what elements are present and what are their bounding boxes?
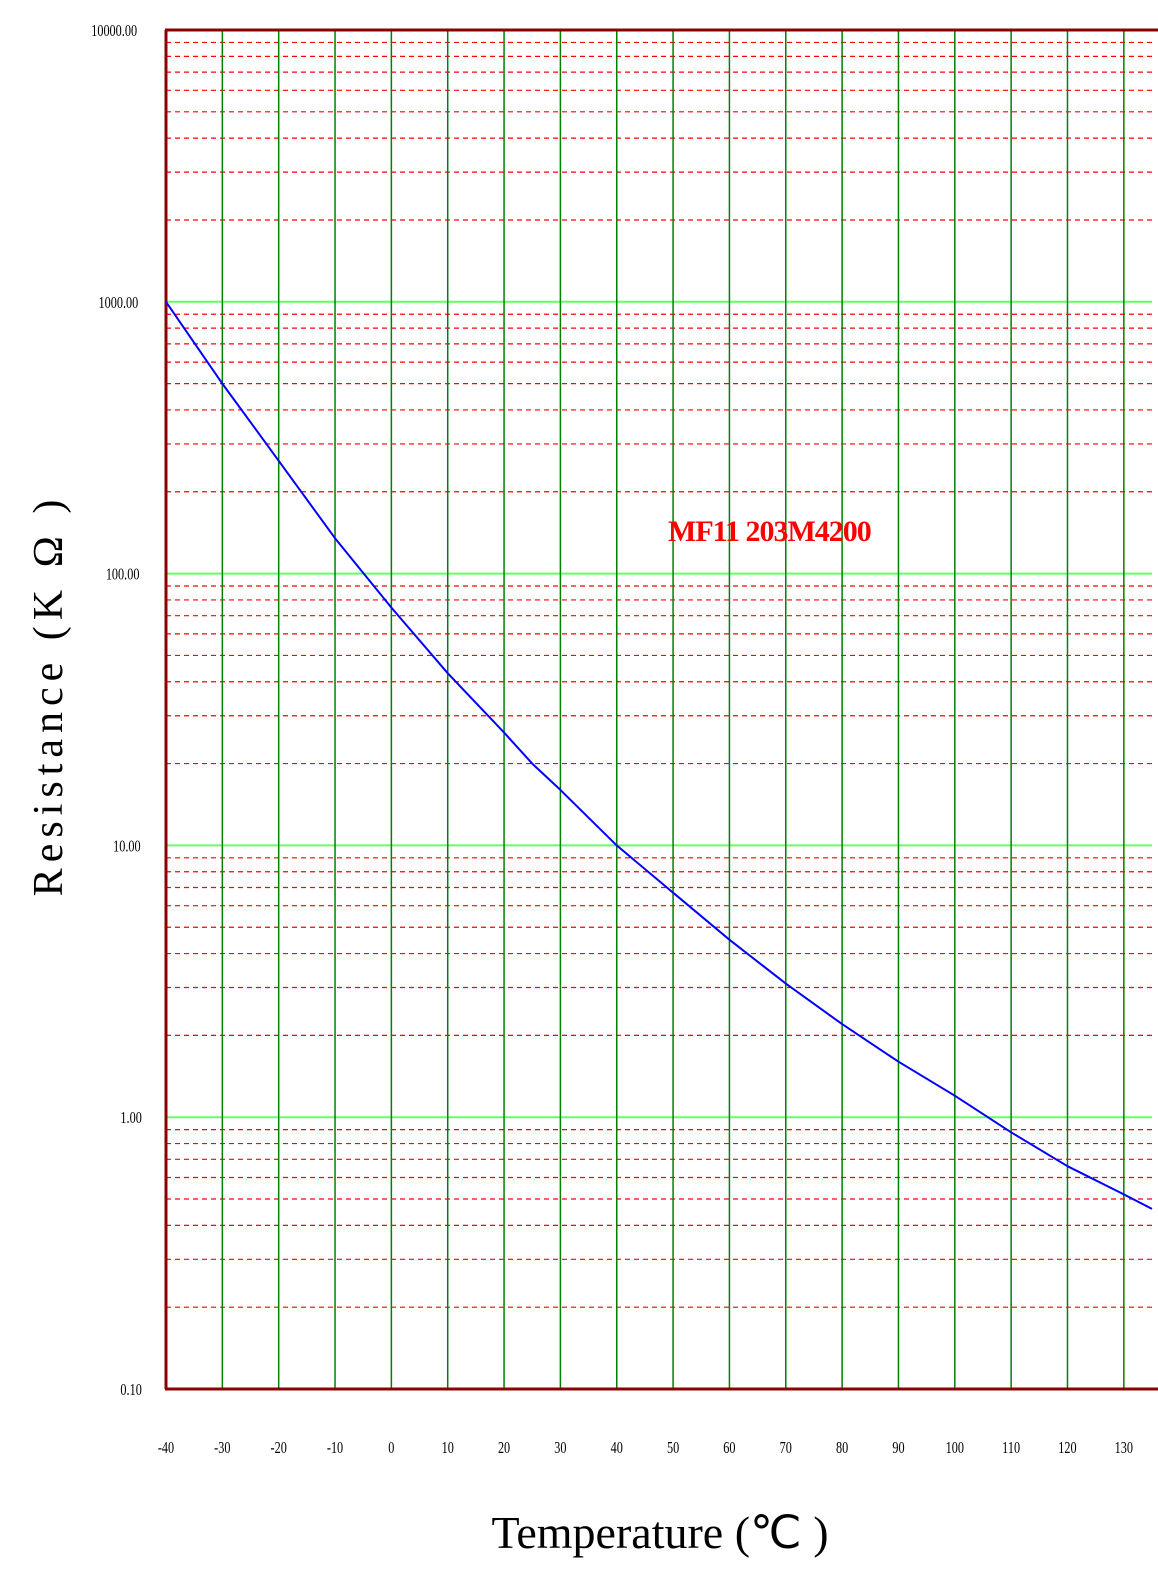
y-tick-label: 0.10 [120, 1381, 141, 1399]
y-tick-label: 100.00 [106, 566, 140, 584]
x-tick-label: -20 [271, 1439, 287, 1457]
y-tick-label: 1000.00 [99, 294, 139, 312]
x-tick-label: 130 [1115, 1439, 1133, 1457]
x-tick-label: 90 [892, 1439, 904, 1457]
x-tick-label: 120 [1058, 1439, 1076, 1457]
curve-annotation: MF11 203M4200 [668, 515, 871, 548]
y-tick-label: 1.00 [120, 1109, 141, 1127]
x-tick-label: 10 [442, 1439, 454, 1457]
x-axis-label: Temperature (℃ ) [491, 1507, 828, 1558]
curve-layer [165, 301, 1153, 1210]
x-tick-label: 100 [946, 1439, 964, 1457]
resistance-curve [165, 301, 1153, 1210]
grid-layer [166, 30, 1152, 1389]
x-tick-label: 0 [388, 1439, 394, 1457]
y-tick-label: 10.00 [113, 838, 141, 856]
x-tick-label: 60 [723, 1439, 735, 1457]
x-tick-labels: -40 -30 -20 -10 0 10 20 30 40 50 60 70 80 90 100 110 120… [158, 1439, 1133, 1457]
x-tick-label: 80 [836, 1439, 848, 1457]
x-tick-label: -10 [327, 1439, 343, 1457]
x-tick-label: 50 [667, 1439, 679, 1457]
y-tick-labels: 0.10 1.00 10.00 100.00 1000.00 10000.00 [91, 22, 142, 1399]
y-axis-label: Resistance (K Ω ) [26, 494, 72, 897]
x-tick-label: -30 [214, 1439, 230, 1457]
x-tick-label: 110 [1002, 1439, 1020, 1457]
y-tick-label: 10000.00 [91, 22, 137, 40]
x-tick-label: -40 [158, 1439, 174, 1457]
plot-frame [164, 28, 1158, 1391]
x-tick-label: 20 [498, 1439, 510, 1457]
x-tick-label: 70 [780, 1439, 792, 1457]
x-tick-label: 30 [554, 1439, 566, 1457]
x-tick-label: 40 [611, 1439, 623, 1457]
